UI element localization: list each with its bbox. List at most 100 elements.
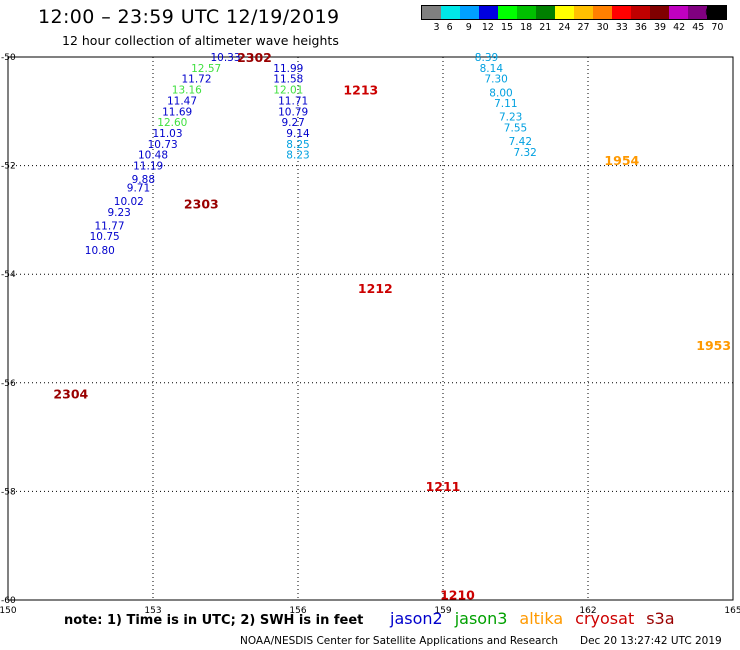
time-label: 1213 bbox=[343, 83, 378, 98]
wave-height-value: 7.30 bbox=[484, 74, 507, 86]
wave-height-value: 11.72 bbox=[181, 74, 211, 86]
wave-height-value: 7.32 bbox=[513, 147, 536, 159]
time-labels-layer: 2302 1213 1954 2303 1212 1953 2304 1211 1210 bbox=[53, 50, 731, 603]
legend-label: 6 bbox=[446, 22, 453, 33]
wave-height-value: 10.02 bbox=[114, 196, 144, 208]
legend-label: 21 bbox=[539, 22, 552, 33]
wave-height-value: 11.47 bbox=[167, 95, 197, 107]
legend-swatch bbox=[479, 6, 498, 19]
timestamp-text: Dec 20 13:27:42 UTC 2019 bbox=[580, 635, 722, 647]
legend-label: 9 bbox=[465, 22, 472, 33]
legend-label: 12 bbox=[481, 22, 494, 33]
wave-height-value: 11.58 bbox=[273, 74, 303, 86]
x-tick-label: 165 bbox=[724, 606, 740, 616]
wave-height-value: 12.60 bbox=[157, 117, 187, 129]
legend-swatch bbox=[707, 6, 726, 19]
wave-height-value: 11.99 bbox=[273, 63, 303, 75]
color-legend: 3 6 9 12 15 18 21 24 27 30 33 36 39 42 45 70 (ft) bbox=[421, 5, 727, 39]
legend-swatch bbox=[460, 6, 479, 19]
note-text: note: 1) Time is in UTC; 2) SWH is in fe… bbox=[64, 613, 364, 628]
legend-swatches bbox=[421, 5, 727, 20]
satellite-legend: jason2 jason3 altika cryosat s3a bbox=[390, 609, 687, 628]
x-tick-label: 159 bbox=[434, 606, 451, 616]
wave-height-value: 7.42 bbox=[509, 136, 532, 148]
legend-label: 15 bbox=[501, 22, 514, 33]
satellite-label-jason3: jason3 bbox=[454, 609, 508, 628]
legend-label: 27 bbox=[577, 22, 590, 33]
time-label: 1953 bbox=[696, 338, 731, 353]
wave-height-value: 11.77 bbox=[94, 220, 124, 232]
grid-layer bbox=[7, 56, 734, 601]
legend-swatch bbox=[441, 6, 460, 19]
wave-height-value: 11.69 bbox=[162, 106, 192, 118]
y-tick-label: -56 bbox=[1, 379, 16, 389]
legend-unit: (ft) bbox=[705, 7, 720, 18]
wave-height-value: 8.25 bbox=[286, 139, 309, 151]
time-label: 1210 bbox=[440, 588, 475, 603]
time-label: 2302 bbox=[237, 50, 272, 65]
y-tick-label: -58 bbox=[1, 487, 16, 497]
x-tick-label: 162 bbox=[579, 606, 596, 616]
axes-layer: 150 153 156 159 162 165 -50 -52 -54 -56 -58 -60 bbox=[0, 53, 740, 616]
wave-height-value: 12.57 bbox=[191, 63, 221, 75]
legend-labels: 3 6 9 12 15 18 21 24 27 30 33 36 39 42 45 70 bbox=[421, 20, 727, 34]
time-label: 1954 bbox=[604, 153, 639, 168]
legend-swatch bbox=[688, 6, 707, 19]
legend-label: 70 bbox=[711, 22, 724, 33]
x-tick-label: 156 bbox=[289, 606, 306, 616]
wave-height-value: 10.48 bbox=[138, 150, 168, 162]
page-title: 12:00 – 23:59 UTC 12/19/2019 bbox=[38, 6, 340, 28]
wave-height-value: 10.73 bbox=[148, 139, 178, 151]
satellite-label-altika: altika bbox=[519, 609, 564, 628]
y-tick-label: -54 bbox=[1, 270, 16, 280]
legend-label: 18 bbox=[520, 22, 533, 33]
time-label: 2303 bbox=[184, 197, 219, 212]
legend-label: 42 bbox=[673, 22, 686, 33]
wave-height-value: 9.23 bbox=[107, 207, 130, 219]
wave-height-value: 10.79 bbox=[278, 106, 308, 118]
wave-height-value: 8.00 bbox=[489, 87, 512, 99]
legend-swatch bbox=[555, 6, 574, 19]
legend-label: 24 bbox=[558, 22, 571, 33]
wave-height-value: 8.14 bbox=[480, 63, 504, 75]
legend-swatch bbox=[612, 6, 631, 19]
legend-swatch bbox=[498, 6, 517, 19]
wave-height-value: 10.75 bbox=[90, 231, 120, 243]
legend-label: 39 bbox=[654, 22, 667, 33]
legend-label: 33 bbox=[615, 22, 628, 33]
wave-height-value: 9.88 bbox=[132, 174, 155, 186]
wave-height-value: 10.33 bbox=[210, 52, 240, 64]
wave-height-value: 9.27 bbox=[281, 117, 304, 129]
legend-swatch bbox=[422, 6, 441, 19]
wave-height-value: 9.14 bbox=[286, 128, 310, 140]
wave-height-value: 7.11 bbox=[494, 98, 517, 110]
satellite-label-jason2: jason2 bbox=[390, 609, 443, 628]
wave-height-value: 8.23 bbox=[286, 150, 309, 162]
legend-label: 30 bbox=[596, 22, 609, 33]
wave-height-value: 10.80 bbox=[85, 245, 115, 257]
wave-height-value: 7.55 bbox=[504, 123, 527, 135]
wave-height-value: 11.03 bbox=[152, 128, 182, 140]
time-label: 2304 bbox=[53, 387, 88, 402]
time-label: 1212 bbox=[358, 281, 393, 296]
points-layer: 10.3312.5711.7213.1611.4711.6912.6011.03… bbox=[85, 52, 537, 257]
legend-swatch bbox=[631, 6, 650, 19]
wave-height-value: 12.01 bbox=[273, 85, 303, 97]
legend-swatch bbox=[517, 6, 536, 19]
satellite-label-cryosat: cryosat bbox=[575, 609, 635, 628]
legend-label: 45 bbox=[692, 22, 705, 33]
wave-height-value: 8.39 bbox=[475, 52, 498, 64]
legend-label: 36 bbox=[634, 22, 647, 33]
time-label: 1211 bbox=[426, 479, 461, 494]
wave-height-value: 11.19 bbox=[133, 161, 163, 173]
credit-text: NOAA/NESDIS Center for Satellite Applica… bbox=[240, 635, 558, 647]
x-tick-label: 153 bbox=[144, 606, 161, 616]
wave-height-value: 11.71 bbox=[278, 95, 308, 107]
y-tick-label: -52 bbox=[1, 162, 16, 172]
wave-height-value: 13.16 bbox=[172, 85, 202, 97]
wave-height-value: 9.71 bbox=[127, 182, 150, 194]
plot-frame bbox=[7, 56, 734, 601]
legend-swatch bbox=[536, 6, 555, 19]
